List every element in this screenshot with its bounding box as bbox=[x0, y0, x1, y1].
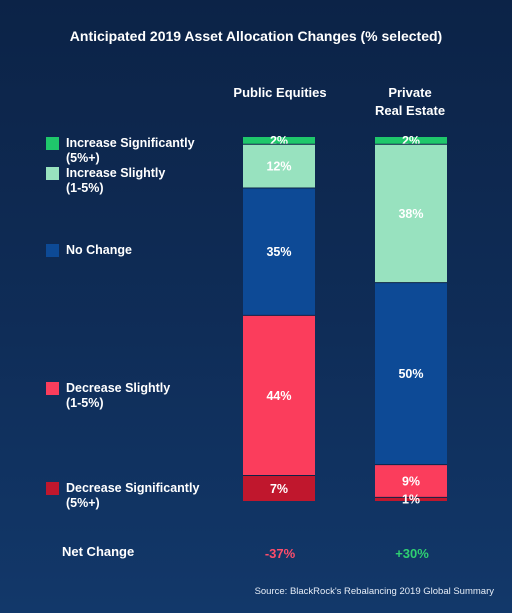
source-note: Source: BlackRock's Rebalancing 2019 Glo… bbox=[254, 586, 494, 597]
legend-sublabel: (1-5%) bbox=[66, 396, 104, 410]
bar-segment-public-equities-2 bbox=[243, 144, 315, 188]
bar-segment-private-real-estate-2 bbox=[375, 144, 447, 283]
legend-label: Increase Slightly bbox=[66, 166, 166, 180]
column-header-private-real-estate: Private Real Estate bbox=[352, 84, 468, 120]
data-label: 1% bbox=[402, 493, 420, 507]
bar-segment-public-equities-4 bbox=[243, 315, 315, 476]
legend-sublabel: (5%+) bbox=[66, 496, 100, 510]
legend-label: Increase Significantly bbox=[66, 136, 195, 150]
column-header-public-equities: Public Equities bbox=[222, 84, 338, 102]
column-header-line: Private bbox=[388, 85, 432, 100]
net-change-label: Net Change bbox=[62, 544, 135, 559]
legend-label: No Change bbox=[66, 243, 132, 257]
bar-segment-private-real-estate-1 bbox=[375, 137, 447, 145]
chart-title: Anticipated 2019 Asset Allocation Change… bbox=[69, 28, 443, 44]
bar-segment-private-real-estate-3 bbox=[375, 282, 447, 465]
legend-swatch bbox=[46, 137, 59, 150]
bar-segment-public-equities-1 bbox=[243, 137, 315, 145]
legend-sublabel: (5%+) bbox=[66, 151, 100, 165]
bar-segment-private-real-estate-4 bbox=[375, 464, 447, 498]
net-change-private-real-estate: +30% bbox=[395, 546, 429, 561]
legend-sublabel: (1-5%) bbox=[66, 181, 104, 195]
column-header-line: Real Estate bbox=[374, 103, 446, 118]
data-label: 9% bbox=[402, 474, 420, 488]
data-label: 7% bbox=[270, 482, 288, 496]
bar-segment-public-equities-3 bbox=[243, 187, 315, 316]
data-label: 35% bbox=[266, 245, 291, 259]
data-label: 38% bbox=[398, 207, 423, 221]
bar-segment-private-real-estate-5 bbox=[375, 497, 447, 501]
bar-segment-public-equities-5 bbox=[243, 475, 315, 501]
data-label: 12% bbox=[266, 160, 291, 174]
legend-swatch bbox=[46, 167, 59, 180]
legend-swatch bbox=[46, 482, 59, 495]
net-change-public-equities: -37% bbox=[264, 546, 296, 561]
data-label: 50% bbox=[398, 367, 423, 381]
legend-swatch bbox=[46, 244, 59, 257]
data-label: 44% bbox=[266, 389, 291, 403]
legend-label: Decrease Slightly bbox=[66, 381, 171, 395]
legend-swatch bbox=[46, 382, 59, 395]
legend-label: Decrease Significantly bbox=[66, 481, 200, 495]
column-header-line: Public Equities bbox=[233, 85, 327, 100]
